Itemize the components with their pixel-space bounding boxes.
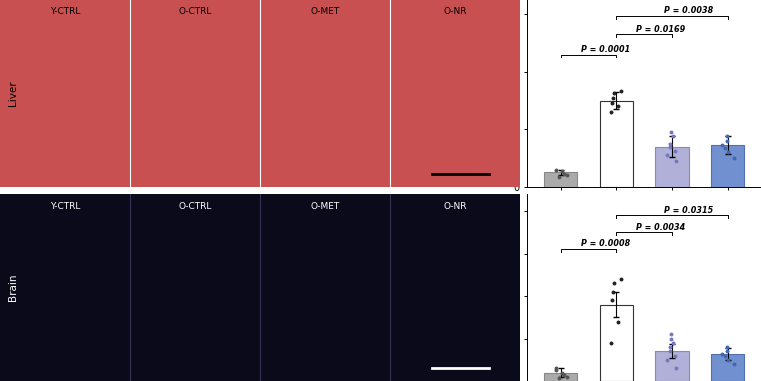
Point — [728, 155, 740, 161]
Point — [608, 90, 620, 96]
Point — [615, 276, 627, 282]
Point — [553, 375, 565, 381]
Point — [550, 365, 562, 371]
Text: O-CTRL: O-CTRL — [178, 8, 212, 16]
Point — [664, 331, 677, 337]
Point — [553, 174, 565, 180]
Point — [558, 171, 570, 177]
Point — [721, 344, 734, 350]
Point — [721, 138, 733, 144]
Point — [605, 340, 617, 346]
Point — [718, 352, 731, 359]
Bar — [655, 147, 689, 187]
Text: O-NR: O-NR — [443, 202, 466, 211]
Bar — [600, 101, 633, 187]
Text: O-MET: O-MET — [310, 8, 339, 16]
Point — [550, 166, 562, 173]
Text: Y-CTRL: Y-CTRL — [49, 8, 80, 16]
Point — [561, 172, 573, 178]
Text: O-CTRL: O-CTRL — [178, 202, 212, 211]
Y-axis label: CD68-positive cells (fold): CD68-positive cells (fold) — [495, 231, 505, 345]
Text: O-NR: O-NR — [443, 8, 466, 16]
Bar — [544, 373, 578, 381]
Point — [664, 336, 677, 342]
Text: P = 0.0034: P = 0.0034 — [636, 223, 686, 232]
Point — [558, 372, 570, 378]
Point — [721, 348, 733, 354]
Point — [667, 340, 680, 346]
Text: P = 0.0001: P = 0.0001 — [581, 45, 630, 54]
Point — [716, 351, 728, 357]
Point — [661, 152, 673, 158]
Point — [561, 374, 573, 380]
Point — [670, 158, 683, 164]
Point — [607, 289, 619, 295]
Text: Y-CTRL: Y-CTRL — [49, 202, 80, 211]
Point — [608, 280, 620, 287]
Text: P = 0.0008: P = 0.0008 — [581, 240, 630, 248]
Point — [615, 88, 627, 94]
Text: O-MET: O-MET — [310, 202, 339, 211]
Bar — [655, 351, 689, 381]
Point — [664, 144, 677, 150]
Point — [556, 370, 568, 376]
Point — [606, 100, 618, 106]
Text: Brain: Brain — [8, 274, 18, 301]
Point — [550, 367, 562, 373]
Point — [718, 145, 731, 151]
Bar — [711, 354, 744, 381]
Point — [722, 149, 734, 155]
Point — [606, 297, 618, 303]
Point — [607, 94, 619, 101]
Point — [669, 148, 681, 154]
Point — [716, 142, 728, 148]
Point — [669, 352, 681, 359]
Point — [670, 365, 683, 371]
Bar — [711, 145, 744, 187]
Bar — [600, 304, 633, 381]
Text: P = 0.0315: P = 0.0315 — [664, 205, 713, 215]
Point — [664, 129, 677, 135]
Point — [661, 357, 673, 363]
Point — [721, 133, 734, 139]
Point — [664, 348, 677, 354]
Text: Liver: Liver — [8, 80, 18, 106]
Point — [605, 109, 617, 115]
Point — [722, 357, 734, 363]
Text: P = 0.0169: P = 0.0169 — [636, 24, 686, 34]
Point — [667, 133, 680, 139]
Bar — [544, 172, 578, 187]
Point — [664, 141, 677, 147]
Text: P = 0.0038: P = 0.0038 — [664, 6, 713, 15]
Point — [612, 103, 624, 109]
Point — [664, 344, 677, 350]
Point — [612, 319, 624, 325]
Point — [556, 168, 568, 174]
Point — [728, 361, 740, 367]
